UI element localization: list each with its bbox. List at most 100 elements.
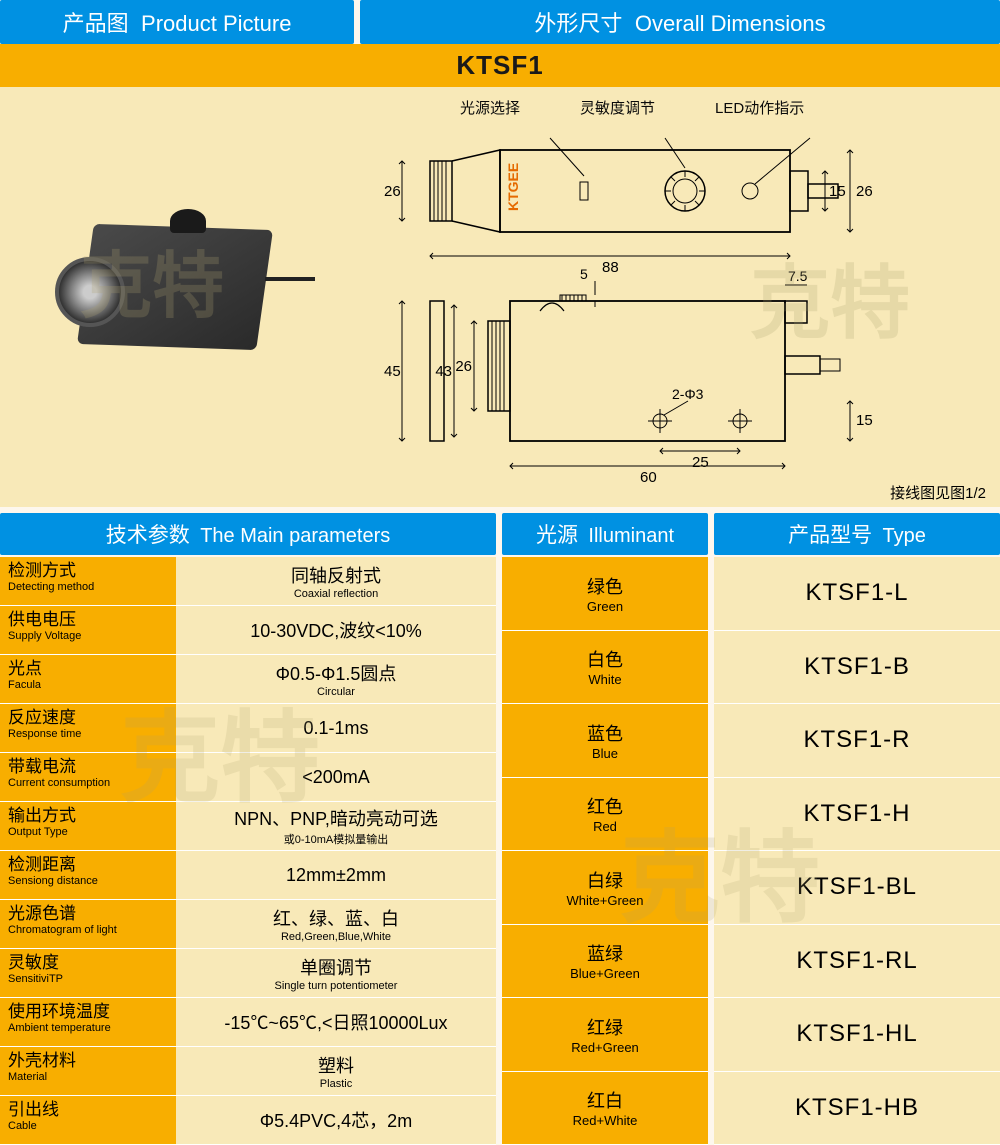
param-value: Φ5.4PVC,4芯，2m — [176, 1096, 496, 1144]
header-pic-en: Product Picture — [141, 11, 291, 36]
illum-en: Red — [593, 819, 617, 834]
illum-cn: 红绿 — [587, 1014, 623, 1040]
param-row: 检测方式 Detecting method 同轴反射式 Coaxial refl… — [0, 557, 496, 606]
type-cell: KTSF1-HL — [714, 998, 1000, 1072]
header-dim-en: Overall Dimensions — [635, 11, 826, 36]
param-value: 单圈调节 Single turn potentiometer — [176, 949, 496, 997]
dim-label-a: 光源选择 — [460, 97, 520, 118]
illum-en: Red+White — [573, 1113, 638, 1128]
illum-cell: 红白 Red+White — [502, 1072, 708, 1145]
product-illustration — [25, 177, 325, 417]
param-label: 使用环境温度 Ambient temperature — [0, 998, 176, 1046]
param-value-en: Circular — [317, 686, 355, 698]
param-label: 光点 Facula — [0, 655, 176, 703]
type-cell: KTSF1-H — [714, 778, 1000, 852]
type-column: KTSF1-LKTSF1-BKTSF1-RKTSF1-HKTSF1-BLKTSF… — [714, 557, 1000, 1145]
illum-cell: 白色 White — [502, 631, 708, 705]
header-params: 技术参数 The Main parameters — [0, 513, 496, 555]
dim-callout-labels: 光源选择 灵敏度调节 LED动作指示 — [460, 97, 980, 118]
header-overall-dimensions: 外形尺寸 Overall Dimensions — [360, 0, 1000, 44]
param-label: 光源色谱 Chromatogram of light — [0, 900, 176, 948]
param-label: 检测方式 Detecting method — [0, 557, 176, 605]
param-value: 12mm±2mm — [176, 851, 496, 899]
model-bar: KTSF1 — [0, 44, 1000, 87]
param-row: 使用环境温度 Ambient temperature -15℃~65℃,<日照1… — [0, 998, 496, 1047]
param-value-cn: 12mm±2mm — [286, 865, 386, 886]
svg-text:26: 26 — [455, 358, 472, 375]
illum-cn: 蓝绿 — [587, 940, 623, 966]
illum-column: 绿色 Green白色 White蓝色 Blue红色 Red白绿 White+Gr… — [502, 557, 708, 1145]
header-type-cn: 产品型号 — [788, 524, 872, 547]
param-row: 灵敏度 SensitiviTP 单圈调节 Single turn potenti… — [0, 949, 496, 998]
illum-cell: 绿色 Green — [502, 557, 708, 631]
param-value-cn: Φ5.4PVC,4芯，2m — [260, 1107, 412, 1133]
param-value: <200mA — [176, 753, 496, 801]
param-value: NPN、PNP,暗动亮动可选 或0-10mA模拟量输出 — [176, 802, 496, 850]
type-cell: KTSF1-BL — [714, 851, 1000, 925]
param-label: 外壳材料 Material — [0, 1047, 176, 1095]
illum-cell: 红色 Red — [502, 778, 708, 852]
param-label: 供电电压 Supply Voltage — [0, 606, 176, 654]
svg-text:KTGEE: KTGEE — [505, 163, 521, 211]
param-row: 输出方式 Output Type NPN、PNP,暗动亮动可选 或0-10mA模… — [0, 802, 496, 851]
product-picture-area: 克特 — [0, 87, 350, 507]
param-label-cn: 光源色谱 — [8, 904, 176, 924]
header-illum-en: Illuminant — [588, 525, 674, 547]
illum-cell: 蓝绿 Blue+Green — [502, 925, 708, 999]
param-label-cn: 灵敏度 — [8, 953, 176, 973]
param-label-en: Supply Voltage — [8, 630, 176, 642]
param-label: 反应速度 Response time — [0, 704, 176, 752]
param-value: -15℃~65℃,<日照10000Lux — [176, 998, 496, 1046]
svg-text:26: 26 — [856, 183, 873, 200]
type-cell: KTSF1-R — [714, 704, 1000, 778]
illum-en: White — [588, 672, 621, 687]
param-label-cn: 光点 — [8, 659, 176, 679]
param-label-en: Chromatogram of light — [8, 924, 176, 936]
param-label-cn: 检测距离 — [8, 855, 176, 875]
header-type: 产品型号 Type — [714, 513, 1000, 555]
param-label-cn: 供电电压 — [8, 610, 176, 630]
param-value-cn: -15℃~65℃,<日照10000Lux — [224, 1009, 447, 1035]
svg-text:25: 25 — [692, 454, 709, 471]
param-label-en: SensitiviTP — [8, 973, 176, 985]
param-value-cn: 塑料 — [318, 1052, 354, 1078]
param-label-cn: 使用环境温度 — [8, 1002, 176, 1022]
param-row: 反应速度 Response time 0.1-1ms — [0, 704, 496, 753]
param-row: 光源色谱 Chromatogram of light 红、绿、蓝、白 Red,G… — [0, 900, 496, 949]
illum-cell: 蓝色 Blue — [502, 704, 708, 778]
param-label: 输出方式 Output Type — [0, 802, 176, 850]
svg-text:克特: 克特 — [750, 259, 910, 348]
illum-cn: 绿色 — [587, 573, 623, 599]
param-value-cn: 单圈调节 — [300, 954, 372, 980]
illum-cn: 红白 — [587, 1087, 623, 1113]
svg-text:60: 60 — [640, 469, 657, 486]
svg-text:5: 5 — [580, 266, 588, 282]
header-params-en: The Main parameters — [200, 525, 390, 547]
param-row: 检测距离 Sensiong distance 12mm±2mm — [0, 851, 496, 900]
param-value: 0.1-1ms — [176, 704, 496, 752]
header-illum: 光源 Illuminant — [502, 513, 708, 555]
illum-cell: 白绿 White+Green — [502, 851, 708, 925]
param-label-en: Detecting method — [8, 581, 176, 593]
param-row: 光点 Facula Φ0.5-Φ1.5圆点 Circular — [0, 655, 496, 704]
header-product-picture: 产品图 Product Picture — [0, 0, 354, 44]
param-value: 塑料 Plastic — [176, 1047, 496, 1095]
param-value-cn: NPN、PNP,暗动亮动可选 — [234, 805, 438, 831]
illum-cn: 蓝色 — [587, 720, 623, 746]
header-pic-cn: 产品图 — [63, 11, 129, 36]
illum-en: Blue+Green — [570, 966, 640, 981]
params-column: 检测方式 Detecting method 同轴反射式 Coaxial refl… — [0, 557, 496, 1145]
param-label-en: Ambient temperature — [8, 1022, 176, 1034]
param-value-cn: Φ0.5-Φ1.5圆点 — [276, 660, 397, 686]
svg-text:43: 43 — [435, 363, 452, 380]
param-label-en: Sensiong distance — [8, 875, 176, 887]
svg-text:2-Φ3: 2-Φ3 — [672, 386, 704, 402]
param-value-cn: 10-30VDC,波纹<10% — [250, 617, 422, 643]
param-value-en: Red,Green,Blue,White — [281, 931, 391, 943]
illum-cn: 白色 — [587, 646, 623, 672]
param-label-cn: 检测方式 — [8, 561, 176, 581]
type-cell: KTSF1-B — [714, 631, 1000, 705]
data-grid: 克特 克特 检测方式 Detecting method 同轴反射式 Coaxia… — [0, 557, 1000, 1145]
illum-cell: 红绿 Red+Green — [502, 998, 708, 1072]
svg-text:45: 45 — [384, 363, 401, 380]
